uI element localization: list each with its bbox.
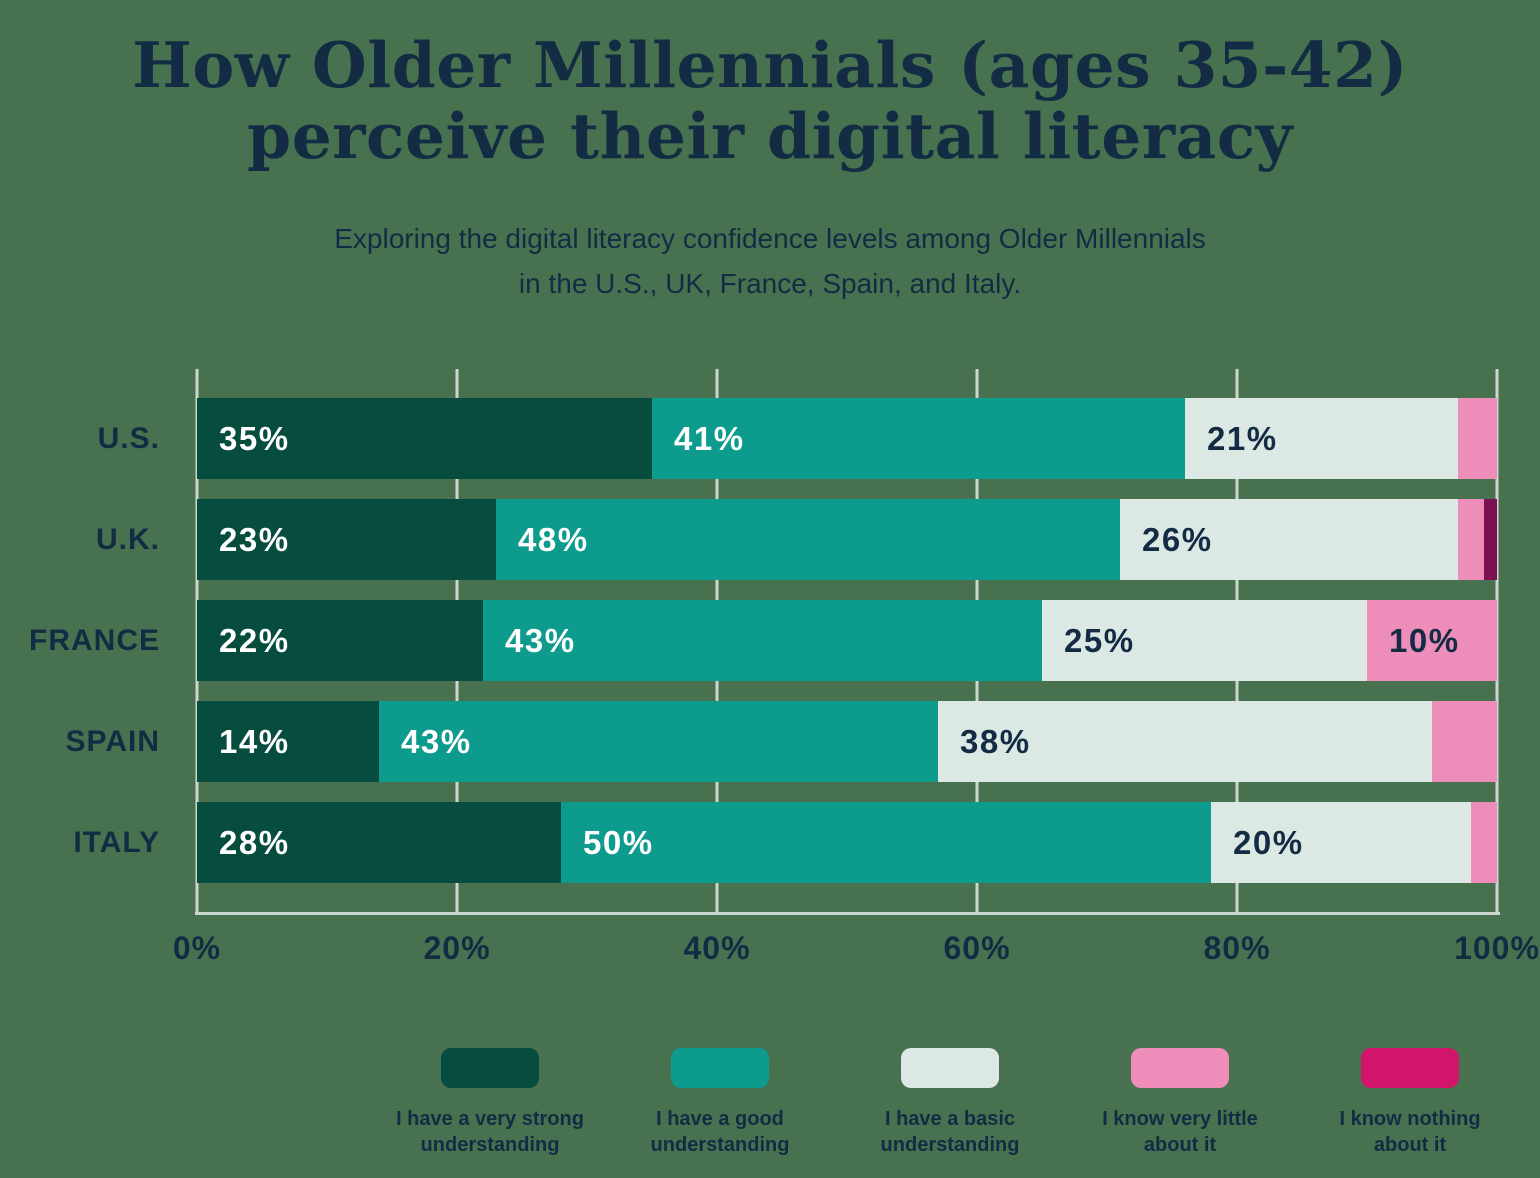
bar-segment <box>1458 398 1497 479</box>
legend-label-line: I know very little <box>1102 1108 1258 1130</box>
bar-segment-label: 38% <box>960 722 1031 760</box>
bar-row: 23% 48% 26% <box>197 499 1497 580</box>
x-axis-tick-label: 20% <box>423 930 491 966</box>
legend-swatch <box>441 1048 539 1088</box>
subtitle-line-1: Exploring the digital literacy confidenc… <box>334 223 1206 254</box>
y-axis-label: U.K. <box>96 522 160 556</box>
page-subtitle: Exploring the digital literacy confidenc… <box>0 216 1540 306</box>
legend-item: I have a very strong understanding <box>375 1048 605 1158</box>
bar-segment: 28% <box>197 802 561 883</box>
plot-area: 35% 41% 21% 23% 48% 26% 22% 43% 25% 10% 14% 43% 38% 2… <box>195 369 1500 915</box>
title-line-2: perceive their digital literacy <box>247 99 1293 173</box>
legend-item: I know very little about it <box>1065 1048 1295 1158</box>
bar-segment: 50% <box>561 802 1211 883</box>
bar-segment <box>1458 499 1484 580</box>
bar-segment-label: 14% <box>219 722 290 760</box>
x-axis-tick-label: 100% <box>1454 930 1540 966</box>
legend-item: I know nothing about it <box>1295 1048 1525 1158</box>
legend-label-line: understanding <box>650 1134 790 1156</box>
legend-label: I have a good understanding <box>605 1106 835 1158</box>
bar-segment <box>1484 499 1497 580</box>
legend-label-line: I have a basic <box>884 1108 1016 1130</box>
bar-segment-label: 43% <box>505 621 576 659</box>
bar-segment-label: 20% <box>1233 823 1304 861</box>
bar-segment-label: 43% <box>401 722 472 760</box>
y-axis-label: ITALY <box>73 825 160 859</box>
bar-segment: 23% <box>197 499 496 580</box>
x-axis-tick-label: 0% <box>172 930 222 966</box>
bar-row: 28% 50% 20% <box>197 802 1497 883</box>
page-title: How Older Millennials (ages 35-42) perce… <box>0 30 1540 172</box>
gridline <box>1495 369 1499 915</box>
bar-segment: 20% <box>1211 802 1471 883</box>
bar-segment-label: 22% <box>219 621 290 659</box>
bar-segment: 14% <box>197 701 379 782</box>
bar-segment <box>1432 701 1497 782</box>
bar-segment <box>1471 802 1497 883</box>
bar-segment: 10% <box>1367 600 1497 681</box>
bar-segment-label: 41% <box>674 419 745 457</box>
legend-swatch <box>901 1048 999 1088</box>
y-axis-label: FRANCE <box>29 623 160 657</box>
legend-label-line: I know nothing <box>1339 1108 1481 1130</box>
y-axis-label: SPAIN <box>65 724 160 758</box>
x-axis-tick-label: 40% <box>683 930 751 966</box>
bar-segment-label: 35% <box>219 419 290 457</box>
legend-label: I know very little about it <box>1065 1106 1295 1158</box>
legend-label-line: understanding <box>420 1134 560 1156</box>
bar-segment: 41% <box>652 398 1185 479</box>
bar-segment: 35% <box>197 398 652 479</box>
bar-segment-label: 21% <box>1207 419 1278 457</box>
legend-label-line: about it <box>1373 1134 1447 1156</box>
legend-label: I know nothing about it <box>1295 1106 1525 1158</box>
legend-label-line: I have a very strong <box>396 1108 584 1130</box>
x-axis-line <box>195 912 1500 915</box>
legend-label: I have a basic understanding <box>835 1106 1065 1158</box>
legend-label-line: I have a good <box>656 1108 784 1130</box>
bar-row: 22% 43% 25% 10% <box>197 600 1497 681</box>
bar-row: 14% 43% 38% <box>197 701 1497 782</box>
legend-swatch <box>1131 1048 1229 1088</box>
legend-swatch <box>1361 1048 1459 1088</box>
legend-item: I have a good understanding <box>605 1048 835 1158</box>
y-axis-label: U.S. <box>97 421 160 455</box>
bar-segment-label: 50% <box>583 823 654 861</box>
legend-swatch <box>671 1048 769 1088</box>
x-axis-tick-label: 60% <box>943 930 1011 966</box>
bar-segment: 25% <box>1042 600 1367 681</box>
bar-row: 35% 41% 21% <box>197 398 1497 479</box>
bar-segment: 26% <box>1120 499 1458 580</box>
legend-label-line: about it <box>1143 1134 1217 1156</box>
bar-segment: 22% <box>197 600 483 681</box>
bar-segment-label: 48% <box>518 520 589 558</box>
bar-segment-label: 25% <box>1064 621 1135 659</box>
bar-segment: 43% <box>379 701 938 782</box>
bar-segment-label: 10% <box>1389 621 1460 659</box>
legend-label-line: understanding <box>880 1134 1020 1156</box>
bar-segment-label: 28% <box>219 823 290 861</box>
title-line-1: How Older Millennials (ages 35-42) <box>132 28 1408 102</box>
bar-segment: 48% <box>496 499 1120 580</box>
bar-segment: 38% <box>938 701 1432 782</box>
subtitle-line-2: in the U.S., UK, France, Spain, and Ital… <box>518 268 1022 299</box>
x-axis-tick-label: 80% <box>1203 930 1271 966</box>
legend-item: I have a basic understanding <box>835 1048 1065 1158</box>
bar-segment: 21% <box>1185 398 1458 479</box>
bar-segment: 43% <box>483 600 1042 681</box>
bar-segment-label: 26% <box>1142 520 1213 558</box>
legend-label: I have a very strong understanding <box>375 1106 605 1158</box>
bar-segment-label: 23% <box>219 520 290 558</box>
